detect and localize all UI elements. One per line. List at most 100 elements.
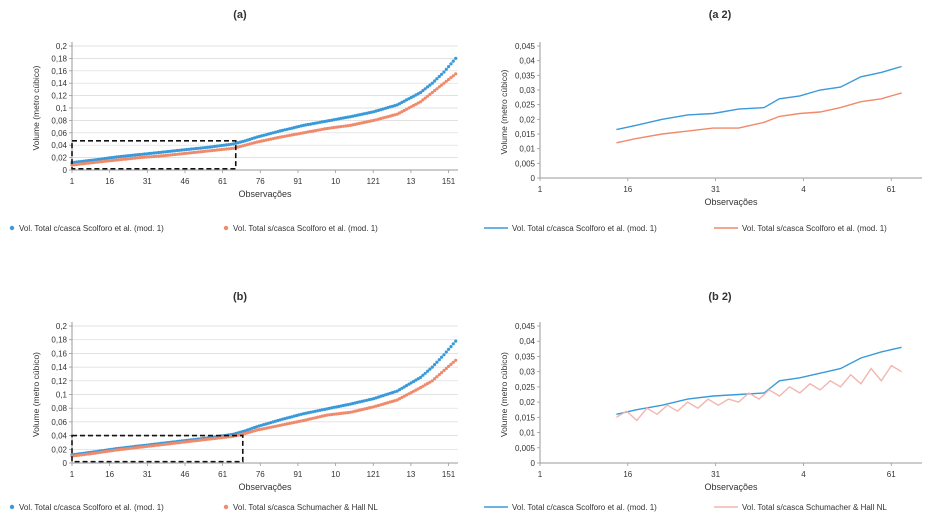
- data-point-blue: [332, 118, 336, 122]
- data-point-orange: [145, 155, 149, 159]
- data-point-orange: [100, 160, 104, 164]
- data-point-blue: [393, 104, 397, 108]
- data-point-blue: [84, 159, 88, 163]
- data-point-orange: [96, 451, 100, 455]
- data-point-blue: [285, 416, 289, 420]
- data-point-blue: [262, 423, 266, 427]
- data-point-orange: [332, 125, 336, 130]
- data-point-orange: [178, 152, 182, 156]
- data-point-blue: [404, 384, 409, 388]
- data-point-orange: [316, 415, 320, 419]
- x-axis-label: Observações: [238, 189, 292, 199]
- data-point-blue: [339, 116, 343, 120]
- data-point-orange: [128, 446, 133, 450]
- data-point-orange: [157, 154, 161, 158]
- y-tick-label: 0,06: [51, 418, 67, 427]
- data-point-blue: [386, 106, 390, 110]
- x-tick-label: 61: [887, 470, 896, 479]
- data-point-orange: [208, 437, 212, 441]
- legend-label: Vol. Total c/casca Scolforo et al. (mod.…: [512, 503, 657, 512]
- data-point-orange: [339, 411, 343, 415]
- legend-label: Vol. Total s/casca Scolforo et al. (mod.…: [742, 224, 887, 233]
- data-point-blue: [215, 144, 219, 148]
- data-point-blue: [126, 154, 130, 158]
- y-tick-label: 0,025: [515, 101, 536, 110]
- data-point-orange: [346, 411, 350, 415]
- legend-marker: [9, 225, 15, 231]
- x-tick-label: 61: [218, 470, 227, 479]
- data-point-blue: [185, 147, 189, 152]
- data-point-orange: [393, 113, 397, 117]
- legend-label: Vol. Total s/casca Scolforo et al. (mod.…: [233, 224, 378, 233]
- data-point-blue: [426, 85, 430, 89]
- y-axis-label: Volume (metro cúbico): [499, 69, 509, 154]
- data-point-orange: [227, 147, 231, 151]
- y-tick-label: 0,035: [515, 71, 536, 80]
- data-point-blue: [171, 149, 175, 153]
- data-point-orange: [381, 402, 385, 406]
- data-point-blue: [292, 414, 296, 418]
- data-point-orange: [428, 380, 432, 384]
- data-point-orange: [297, 419, 301, 424]
- legend-label: Vol. Total s/casca Schumacher & Hall NL: [233, 503, 378, 512]
- data-point-blue: [437, 74, 441, 79]
- y-tick-label: 0,01: [519, 429, 535, 438]
- data-point-orange: [154, 443, 158, 447]
- data-point-orange: [346, 124, 350, 128]
- data-point-orange: [142, 445, 147, 449]
- data-point-orange: [433, 89, 437, 93]
- data-point-orange: [404, 107, 409, 111]
- data-point-orange: [161, 442, 165, 447]
- y-tick-label: 0,025: [515, 383, 536, 392]
- data-point-blue: [178, 148, 182, 152]
- x-tick-label: 16: [623, 470, 632, 479]
- data-point-blue: [421, 89, 425, 93]
- data-point-orange: [164, 442, 168, 446]
- data-point-orange: [409, 391, 413, 395]
- y-tick-label: 0,16: [51, 67, 67, 76]
- data-point-orange: [339, 125, 343, 129]
- y-tick-label: 0,2: [56, 322, 68, 331]
- data-point-orange: [397, 111, 402, 115]
- data-point-blue: [138, 152, 142, 157]
- data-point-blue: [203, 146, 207, 150]
- data-point-blue: [451, 59, 455, 63]
- data-point-blue: [327, 119, 331, 123]
- data-point-orange: [161, 154, 165, 158]
- data-point-orange: [437, 85, 441, 89]
- data-point-blue: [428, 83, 432, 87]
- data-point-orange: [447, 77, 451, 82]
- data-point-blue: [442, 70, 446, 74]
- data-point-orange: [255, 140, 259, 144]
- data-point-blue: [346, 115, 350, 119]
- y-tick-label: 0,1: [56, 391, 68, 400]
- data-point-blue: [135, 153, 140, 157]
- data-point-blue: [409, 95, 413, 100]
- x-tick-label: 121: [367, 470, 381, 479]
- data-point-blue: [393, 390, 397, 394]
- data-point-orange: [386, 401, 390, 405]
- data-point-orange: [154, 154, 158, 158]
- y-tick-label: 0,08: [51, 116, 67, 125]
- data-point-orange: [84, 452, 88, 456]
- data-point-blue: [269, 131, 273, 135]
- data-point-orange: [203, 149, 207, 153]
- y-tick-label: 0,045: [515, 42, 536, 51]
- y-tick-label: 0,08: [51, 404, 67, 413]
- data-point-blue: [238, 140, 242, 144]
- chart-title: (b 2): [708, 291, 732, 303]
- data-point-orange: [93, 160, 97, 164]
- data-point-orange: [250, 429, 254, 434]
- data-point-orange: [119, 447, 123, 451]
- chart-title: (a 2): [709, 9, 732, 21]
- data-point-blue: [100, 157, 104, 161]
- data-point-orange: [393, 399, 397, 403]
- chart-title: (a): [233, 9, 247, 21]
- data-point-blue: [161, 150, 165, 154]
- data-point-blue: [451, 342, 455, 346]
- data-point-blue: [255, 135, 259, 139]
- data-point-orange: [185, 440, 189, 444]
- data-point-orange: [217, 436, 221, 440]
- data-point-blue: [426, 369, 430, 373]
